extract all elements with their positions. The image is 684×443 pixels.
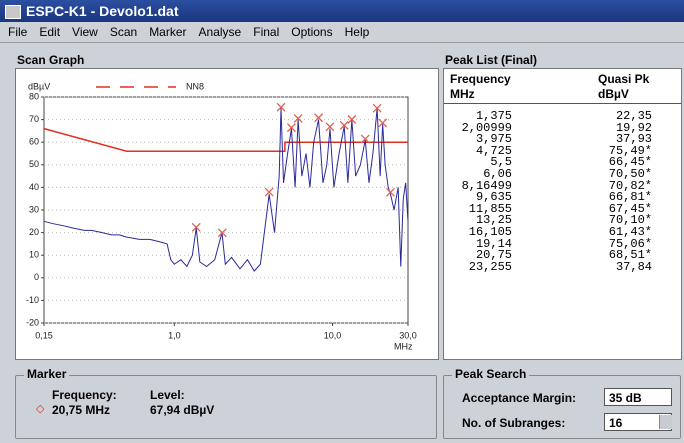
peak-level: 75,06*: [608, 236, 652, 251]
peak-marker: [314, 113, 324, 123]
peak-marker: [360, 134, 370, 144]
menu-item[interactable]: Scan: [109, 25, 138, 39]
subranges-label: No. of Subranges:: [462, 416, 566, 430]
peak-marker: [325, 122, 335, 132]
margin-input[interactable]: 35 dB: [604, 388, 672, 406]
marker-group: [15, 375, 437, 439]
y-unit: dBµV: [28, 81, 50, 91]
dropdown-arrow[interactable]: [659, 415, 672, 429]
title-bar: ESPC-K1 - Devolo1.dat: [0, 0, 684, 22]
peak-level: 75,49*: [608, 143, 652, 158]
peak-level: 66,45*: [608, 155, 652, 170]
y-tick-label: 50: [29, 159, 39, 169]
peak-marker: [386, 187, 395, 197]
column-header: MHz: [450, 87, 475, 101]
y-tick-label: 70: [29, 114, 39, 124]
y-tick-label: -20: [26, 317, 39, 327]
subranges-select[interactable]: 16: [604, 413, 672, 431]
y-tick-label: 60: [29, 137, 39, 147]
menu-item[interactable]: Help: [344, 25, 370, 39]
peak-frequency: 20,75: [475, 248, 512, 263]
peak-marker: [347, 114, 357, 124]
peak-level: 19,92: [615, 120, 652, 135]
header-divider: [444, 103, 681, 104]
peak-level: 37,93: [615, 132, 652, 147]
peak-search-group: [443, 375, 681, 439]
peak-level: 22,35: [615, 109, 652, 123]
peak-level: 68,51*: [608, 248, 652, 263]
peak-level: 37,84: [615, 259, 652, 274]
marker-symbol: ◇: [36, 403, 45, 415]
peak-marker: [286, 123, 296, 133]
menu-item[interactable]: View: [72, 25, 98, 39]
peak-frequency: 13,25: [475, 213, 512, 228]
y-tick-label: 20: [29, 227, 39, 237]
peak-marker: [339, 120, 349, 130]
peak-frequency: 16,105: [468, 225, 512, 239]
x-unit: MHz: [394, 341, 413, 351]
y-tick-label: 0: [34, 272, 39, 282]
peak-level: 70,82*: [608, 178, 652, 193]
menu-item[interactable]: Final: [253, 25, 280, 39]
peak-level: 70,10*: [608, 213, 652, 228]
peak-marker: [293, 114, 303, 123]
x-tick-label: 30,0: [399, 330, 417, 340]
peak-frequency: 23,255: [468, 259, 512, 274]
menu-item[interactable]: Edit: [39, 25, 61, 39]
marker-level-label: Level:: [150, 388, 185, 402]
peak-marker: [372, 103, 382, 113]
scan-graph: -20 -10 0 10 20 30 40 50 60 70 80 0,15 1,0 10,0 30,0 dB…: [15, 68, 439, 360]
scan-graph-label: Scan Graph: [17, 53, 85, 67]
column-header: dBµV: [598, 87, 629, 101]
peak-frequency: 9,635: [475, 190, 512, 205]
peak-marker: [276, 102, 286, 112]
marker-title: Marker: [24, 367, 70, 381]
y-tick-label: 80: [29, 91, 39, 101]
peak-search-title: Peak Search: [452, 367, 530, 381]
peak-marker: [378, 118, 388, 128]
peak-frequency: 2,00999: [461, 120, 512, 135]
peak-level: 70,50*: [608, 167, 652, 181]
peak-frequency: 5,5: [490, 155, 512, 170]
peak-frequency: 3,975: [475, 132, 512, 147]
limit-line: [43, 127, 408, 152]
peak-marker: [264, 187, 274, 197]
app-icon: [5, 5, 21, 19]
menu-item[interactable]: Options: [291, 25, 333, 39]
column-header: Quasi Pk: [598, 72, 650, 86]
peak-marker: [217, 228, 227, 238]
peak-level: 61,43*: [608, 225, 652, 239]
peak-marker: [191, 222, 201, 232]
column-header: Frequency: [450, 72, 511, 86]
trace: [43, 108, 409, 272]
peak-frequency: 11,855: [468, 201, 512, 216]
marker-frequency: 20,75 MHz: [52, 403, 111, 417]
peak-list: Frequency MHz Quasi Pk dBµV 1,375 22,35 2,0099…: [443, 68, 682, 360]
peak-level: 66,81*: [608, 190, 652, 205]
x-tick-label: 0,15: [35, 330, 53, 340]
plot-frame: [43, 96, 409, 324]
y-tick-label: 40: [29, 182, 39, 192]
peak-frequency: 1,375: [475, 109, 512, 123]
menu-item[interactable]: Marker: [149, 25, 187, 39]
marker-level: 67,94 dBµV: [150, 403, 215, 417]
peak-frequency: 4,725: [475, 143, 512, 158]
menu-item[interactable]: File: [8, 25, 28, 39]
peak-frequency: 6,06: [483, 167, 512, 181]
margin-label: Acceptance Margin:: [462, 391, 577, 405]
peak-level: 67,45*: [608, 201, 652, 216]
y-tick-label: 30: [29, 204, 39, 214]
peak-list-title: Peak List (Final): [445, 53, 538, 67]
peak-frequency: 8,16499: [461, 178, 512, 193]
y-tick-label: -10: [26, 295, 39, 305]
y-tick-label: 10: [29, 250, 39, 260]
marker-frequency-label: Frequency:: [52, 388, 117, 402]
menu-bar: File Edit View Scan Marker Analyse Final Option…: [0, 22, 684, 43]
menu-item[interactable]: Analyse: [198, 25, 242, 39]
peak-frequency: 19,14: [475, 236, 512, 251]
x-tick-label: 1,0: [168, 330, 181, 340]
legend-label: NN8: [186, 81, 204, 91]
x-tick-label: 10,0: [324, 330, 342, 340]
